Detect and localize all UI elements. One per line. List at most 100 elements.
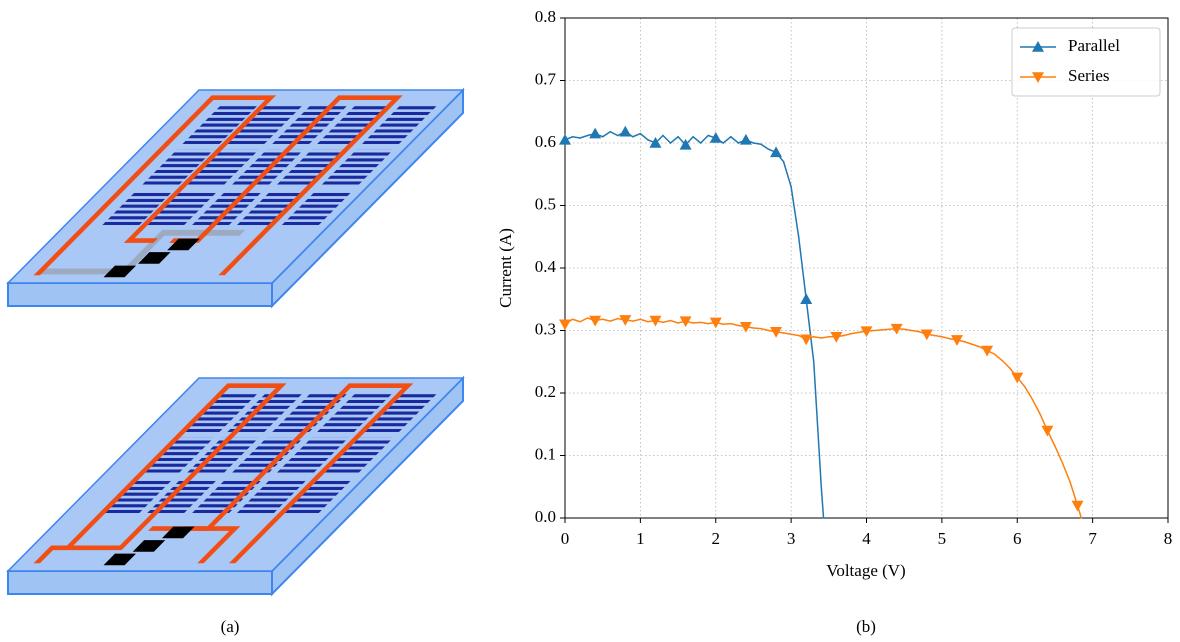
data-point — [828, 335, 830, 338]
data-point — [903, 328, 905, 331]
data-marker — [800, 293, 813, 305]
data-point — [601, 135, 604, 138]
board-bottom — [6, 375, 465, 597]
legend-box — [1011, 27, 1161, 97]
data-point — [760, 143, 762, 146]
data-point — [639, 132, 642, 135]
x-tick-label: 5 — [938, 529, 947, 548]
data-point — [632, 135, 634, 138]
legend-marker — [1032, 72, 1044, 83]
y-tick-label: 0.6 — [535, 132, 556, 151]
data-point — [873, 329, 875, 332]
data-point — [586, 134, 589, 137]
data-marker — [709, 132, 722, 143]
data-marker — [619, 315, 632, 326]
data-point — [767, 329, 770, 332]
data-point — [722, 323, 725, 326]
data-point — [662, 321, 664, 324]
data-point — [1054, 445, 1056, 447]
data-marker — [860, 326, 873, 338]
data-point — [677, 322, 679, 324]
data-point — [662, 134, 664, 137]
data-point — [941, 335, 943, 338]
data-point — [797, 235, 800, 238]
series-line — [564, 130, 825, 519]
data-point — [1080, 517, 1083, 519]
data-point — [820, 337, 823, 339]
data-marker — [559, 133, 571, 145]
data-marker — [619, 125, 632, 137]
data-point — [843, 334, 845, 337]
data-marker — [770, 326, 783, 338]
data-marker — [890, 323, 903, 335]
data-marker — [589, 315, 602, 327]
data-marker — [739, 321, 752, 333]
data-point — [699, 321, 702, 324]
data-point — [1039, 412, 1041, 415]
y-tick-label: 0.3 — [535, 319, 556, 338]
x-tick-label: 4 — [862, 529, 871, 548]
data-point — [880, 329, 883, 331]
data-point — [752, 142, 755, 144]
data-point — [760, 327, 762, 330]
data-marker — [679, 316, 692, 328]
y-tick-label: 0.4 — [535, 257, 557, 276]
data-point — [812, 360, 815, 363]
data-point — [767, 148, 770, 151]
data-point — [707, 322, 710, 325]
y-tick-label: 0.1 — [535, 444, 556, 463]
data-point — [948, 337, 951, 340]
data-point — [692, 135, 694, 138]
data-point — [933, 334, 936, 337]
data-point — [722, 142, 725, 144]
data-point — [797, 334, 800, 337]
y-tick-label: 0.8 — [535, 7, 556, 26]
data-point — [993, 353, 996, 356]
data-point — [790, 185, 792, 188]
data-point — [918, 330, 921, 333]
data-marker — [559, 319, 571, 331]
data-marker — [981, 345, 994, 357]
data-marker — [920, 329, 933, 341]
panel-label: (b) — [856, 617, 876, 636]
data-point — [616, 134, 619, 137]
data-point — [1069, 480, 1071, 483]
data-point — [692, 322, 694, 324]
data-point — [616, 317, 619, 320]
data-point — [1008, 367, 1011, 369]
x-tick-label: 1 — [636, 529, 645, 548]
data-point — [910, 329, 913, 332]
data-point — [669, 319, 672, 322]
data-point — [820, 485, 823, 488]
data-marker — [739, 133, 752, 145]
data-point — [579, 137, 581, 139]
plot-frame — [564, 17, 1169, 519]
data-point — [782, 332, 785, 334]
data-marker — [649, 137, 662, 148]
data-point — [737, 142, 740, 144]
x-tick-label: 6 — [1013, 529, 1022, 548]
data-point — [601, 318, 604, 321]
data-point — [707, 134, 710, 137]
data-point — [812, 335, 815, 338]
data-point — [971, 343, 973, 346]
data-point — [571, 318, 574, 321]
data-point — [609, 130, 612, 133]
data-point — [858, 331, 860, 334]
data-point — [639, 318, 642, 321]
data-marker — [709, 317, 722, 329]
data-marker — [1041, 425, 1054, 437]
data-marker — [800, 334, 813, 346]
data-point — [609, 320, 612, 322]
data-marker — [830, 331, 843, 343]
data-point — [1023, 385, 1026, 388]
data-point — [669, 142, 672, 144]
data-point — [963, 340, 966, 343]
data-point — [699, 142, 702, 144]
data-marker — [589, 127, 602, 139]
data-point — [647, 139, 649, 141]
data-point — [850, 332, 853, 335]
x-tick-label: 7 — [1088, 529, 1097, 548]
